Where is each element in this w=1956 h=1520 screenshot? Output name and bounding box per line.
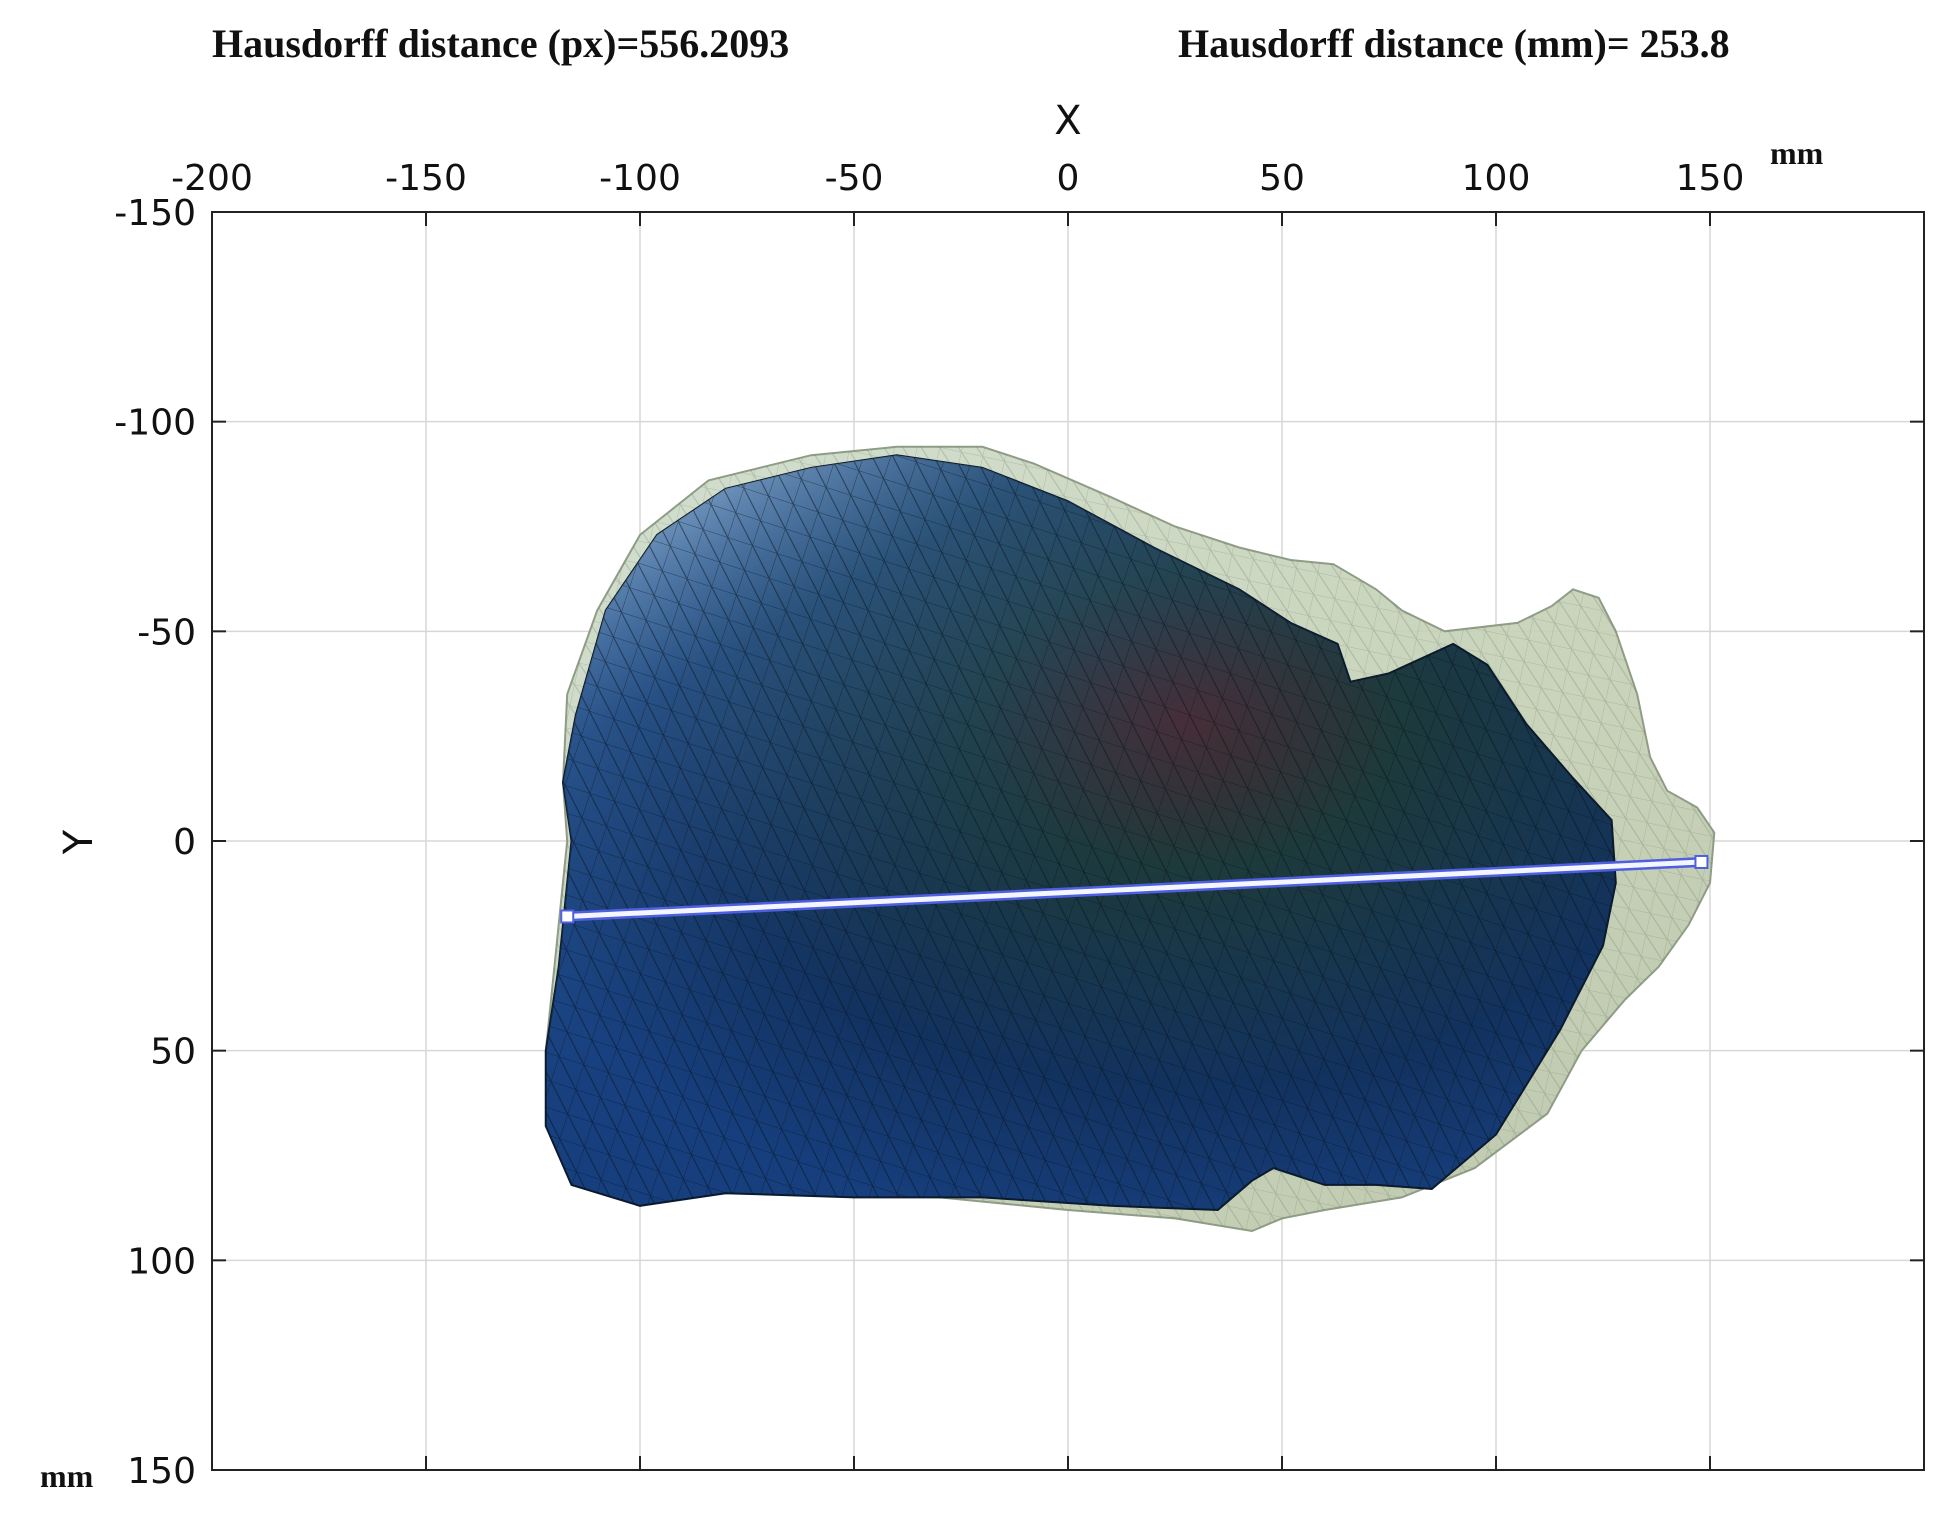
x-tick-label: -100 [599, 158, 681, 199]
hausdorff-mm-label: Hausdorff distance (mm)= 253.8 [1178, 21, 1730, 66]
hausdorff-endpoint [560, 909, 575, 924]
x-tick-label: 100 [1462, 158, 1531, 199]
hausdorff-endpoint [1694, 854, 1709, 869]
x-tick-label: -150 [385, 158, 467, 199]
y-tick-label: -100 [114, 403, 196, 444]
y-axis-ticks: -150 -100 -50 0 50 100 150 [114, 193, 1924, 1492]
y-tick-label: 150 [127, 1451, 196, 1492]
x-tick-label: 0 [1057, 158, 1080, 199]
x-tick-label: 150 [1676, 158, 1745, 199]
x-tick-label: -200 [171, 158, 253, 199]
x-axis-unit-label: mm [1770, 135, 1824, 171]
y-axis-unit-label: mm [40, 1458, 94, 1494]
surfaces [544, 445, 1716, 1233]
hausdorff-px-label: Hausdorff distance (px)=556.2093 [212, 21, 789, 66]
inner-surface-wireframe [545, 455, 1616, 1210]
x-tick-label: -50 [825, 158, 884, 199]
y-tick-label: 100 [127, 1241, 196, 1282]
y-axis-label: Y [56, 829, 102, 855]
y-tick-label: 0 [173, 822, 196, 863]
x-axis-ticks: -200 -150 -100 -50 0 50 100 150 [171, 158, 1744, 1470]
header: Hausdorff distance (px)=556.2093 Hausdor… [212, 21, 1730, 66]
x-tick-label: 50 [1259, 158, 1305, 199]
x-axis-label: X [1054, 98, 1081, 144]
hausdorff-segment [567, 859, 1702, 919]
y-tick-label: 50 [150, 1032, 196, 1073]
y-tick-label: -50 [137, 612, 196, 653]
y-tick-label: -150 [114, 193, 196, 234]
